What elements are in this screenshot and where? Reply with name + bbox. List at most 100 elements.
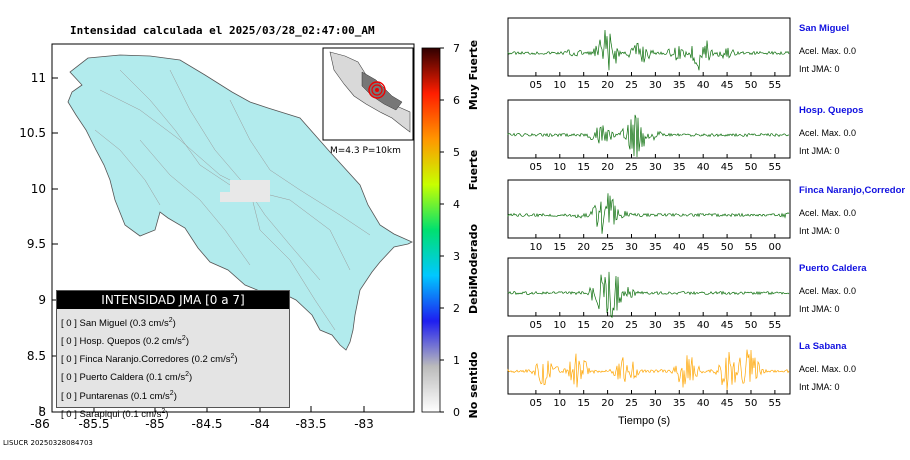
colorbar-ticks: 7 6 5 4 3 2 1 0 (440, 42, 460, 419)
legend-item-close: ) (234, 354, 238, 366)
legend-item-value: [ 0 ] (61, 408, 80, 420)
seismogram-trace (507, 271, 790, 319)
time-tick-label: 40 (697, 398, 710, 409)
station-name: San Miguel (799, 23, 850, 34)
location-inset: M=4.3 P=10km (322, 47, 414, 156)
colorbar-category-label: No sentido (467, 351, 480, 418)
legend-item-value: [ 0 ] (61, 354, 80, 366)
legend-item-name: Puerto Caldera (0.1 cm/s (79, 372, 186, 384)
map-x-tick-label: -85 (145, 417, 165, 431)
map-x-tick-label: -83.5 (295, 417, 326, 431)
time-tick-label: 50 (745, 320, 758, 331)
colorbar-tick-label: 2 (453, 302, 460, 315)
station-name: Finca Naranjo,Corredor (799, 185, 906, 196)
station-max-acceleration: Acel. Max. 0.0 (799, 46, 857, 56)
seismogram-trace (507, 29, 790, 71)
time-tick-label: 55 (745, 242, 758, 253)
epicenter-marker (368, 81, 386, 99)
time-tick-label: 45 (721, 320, 734, 331)
legend-item-name: Puntarenas (0.1 cm/s (79, 390, 170, 402)
waveform-panel: 05 10 15 20 25 30 35 40 45 50 55 (507, 335, 791, 409)
time-tick-label: 40 (673, 242, 686, 253)
colorbar-gradient (421, 47, 441, 413)
station-name: Puerto Caldera (799, 263, 867, 274)
legend-item-name: Finca Naranjo.Corredores (0.2 cm/s (79, 354, 231, 366)
time-tick-label: 15 (553, 242, 566, 253)
colorbar-tick-label: 5 (453, 146, 460, 159)
time-tick-label: 45 (721, 162, 734, 173)
waveform-panel: 10 15 20 25 30 35 40 45 50 55 00 (507, 179, 791, 253)
station-jma-intensity: Int JMA: 0 (799, 226, 840, 236)
time-axis-label: Tiempo (s) (618, 415, 671, 427)
map-y-tick-label: 10 (31, 182, 46, 196)
time-tick-label: 10 (553, 320, 566, 331)
time-tick-label: 35 (649, 242, 662, 253)
legend-item: [ 0 ] Hosp. Quepos (0.2 cm/s2) (61, 331, 289, 349)
time-tick-label: 20 (601, 80, 614, 91)
seismogram-trace (507, 114, 790, 158)
time-tick-label: 30 (649, 320, 662, 331)
legend-item-unit-exponent: 2 (181, 335, 186, 343)
time-tick-label: 05 (530, 80, 543, 91)
footer-id: LISUCR 20250328084703 (3, 439, 93, 447)
time-tick-label: 40 (697, 80, 710, 91)
colorbar-tick-label: 4 (453, 198, 460, 211)
time-tick-label: 35 (673, 162, 686, 173)
time-tick-label: 55 (769, 320, 782, 331)
time-tick-label: 20 (601, 398, 614, 409)
colorbar-tick-label: 3 (453, 250, 460, 263)
legend-item-value: [ 0 ] (61, 318, 80, 330)
legend-item-unit-exponent: 2 (168, 317, 173, 324)
legend-item-unit-exponent: 2 (185, 371, 189, 379)
colorbar-category-label: Moderado (467, 224, 480, 287)
legend-item-name: Sarapiqui (0.1 cm/s (79, 408, 162, 420)
time-tick-label: 50 (745, 398, 758, 409)
time-tick-label: 20 (601, 162, 614, 173)
colorbar-tick-label: 0 (453, 406, 460, 419)
waveform-panel: 05 10 15 20 25 30 35 40 45 50 55 (507, 257, 791, 331)
legend-item: [ 0 ] Puntarenas (0.1 cm/s2) (61, 386, 289, 404)
station-max-acceleration: Acel. Max. 0.0 (799, 286, 857, 296)
time-tick-label: 20 (577, 242, 590, 253)
legend-item-close: ) (173, 390, 177, 402)
station-max-acceleration: Acel. Max. 0.0 (799, 128, 857, 138)
map-x-tick-label: -86 (30, 417, 50, 431)
map-y-tick-label: 8 (38, 405, 46, 419)
legend-item-value: [ 0 ] (61, 336, 80, 348)
time-tick-label: 35 (673, 80, 686, 91)
colorbar-category-label: Fuerte (467, 150, 480, 190)
time-tick-label: 10 (553, 398, 566, 409)
costa-rica-landmass (67, 54, 413, 351)
waveform-panels: 05 10 15 20 25 30 35 40 45 50 55 05 10 15 20 25 30 35 40 45… (507, 17, 791, 409)
map-x-tick-label: -83 (354, 417, 374, 431)
legend-item-unit-exponent: 2 (230, 353, 235, 361)
time-tick-label: 45 (697, 242, 710, 253)
time-tick-label: 10 (553, 162, 566, 173)
time-tick-label: 55 (769, 398, 782, 409)
time-tick-label: 55 (769, 162, 782, 173)
time-tick-label: 50 (745, 80, 758, 91)
station-max-acceleration: Acel. Max. 0.0 (799, 364, 857, 374)
time-tick-label: 30 (649, 162, 662, 173)
time-tick-label: 05 (530, 398, 543, 409)
legend-item-unit-exponent: 2 (169, 389, 174, 397)
time-tick-label: 10 (553, 80, 566, 91)
intensity-legend: INTENSIDAD JMA [0 a 7] [ 0 ] San Miguel … (56, 290, 290, 420)
colorbar-category-label: Debil (467, 282, 480, 314)
map-x-tick-label: -84.5 (191, 417, 222, 431)
legend-title: INTENSIDAD JMA [0 a 7] (57, 291, 289, 309)
map-y-tick-label: 10.5 (19, 126, 46, 140)
time-tick-label: 25 (625, 398, 638, 409)
time-tick-label: 30 (625, 242, 638, 253)
time-tick-label: 30 (649, 80, 662, 91)
legend-list: [ 0 ] San Miguel (0.3 cm/s2)[ 0 ] Hosp. … (57, 309, 289, 422)
time-tick-label: 15 (577, 80, 590, 91)
time-tick-label: 50 (721, 242, 734, 253)
time-tick-label: 25 (625, 80, 638, 91)
legend-item-close: ) (189, 372, 193, 384)
legend-item-close: ) (172, 318, 176, 330)
time-tick-label: 40 (697, 162, 710, 173)
time-tick-label: 25 (601, 242, 614, 253)
